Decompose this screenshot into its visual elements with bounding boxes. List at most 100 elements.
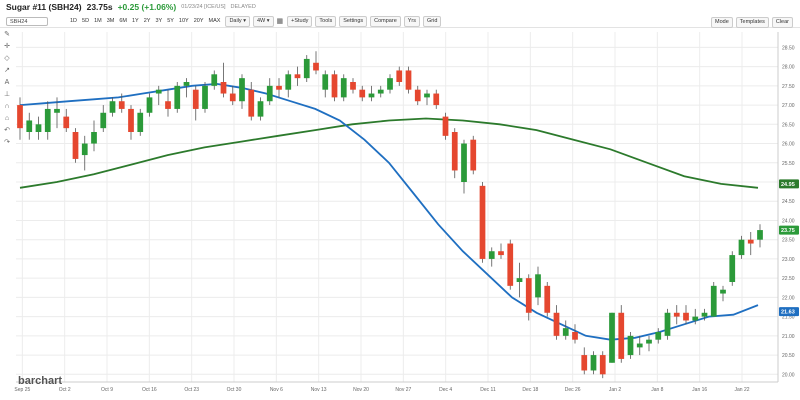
candle-body xyxy=(322,74,329,90)
tf-5y[interactable]: 5Y xyxy=(167,18,174,24)
candle-body xyxy=(109,101,116,113)
candle-body xyxy=(63,116,70,129)
arrow-icon[interactable]: ↗ xyxy=(4,67,10,74)
candle-body xyxy=(387,78,393,90)
y-tick-label: 26.50 xyxy=(782,122,795,128)
candle-body xyxy=(618,312,625,359)
ma-short-line xyxy=(19,82,759,341)
x-tick-label: Dec 26 xyxy=(565,387,581,393)
candle-body xyxy=(590,355,597,371)
quote-meta: 01/23/24 [ICE/US] xyxy=(181,4,226,10)
candle-body xyxy=(627,335,634,356)
candle-body xyxy=(562,328,569,336)
candle-body xyxy=(535,274,541,298)
candle-body xyxy=(155,89,162,94)
mode-button[interactable]: Mode xyxy=(711,17,733,28)
last-value-badge xyxy=(779,225,799,235)
y-tick-label: 23.00 xyxy=(782,257,795,263)
candle-body xyxy=(146,97,153,113)
candle-body xyxy=(128,108,134,132)
tf-6m[interactable]: 6M xyxy=(119,18,127,24)
candle-body xyxy=(424,93,430,98)
ma-long-line xyxy=(19,117,759,189)
bar-type-label: 4W xyxy=(256,17,266,24)
tf-3y[interactable]: 3Y xyxy=(155,18,163,24)
chart-symbol-title: Sugar #11 (SBH24) xyxy=(6,2,82,12)
candle-body xyxy=(396,70,403,82)
y-tick-label: 28.00 xyxy=(782,65,795,71)
candle-body xyxy=(81,143,88,156)
x-tick-label: Nov 6 xyxy=(270,387,283,393)
x-tick-label: Oct 2 xyxy=(59,387,71,393)
candle-body xyxy=(414,89,421,102)
text-icon[interactable]: A xyxy=(4,79,10,86)
candle-body xyxy=(26,120,33,132)
candle-body xyxy=(368,93,375,98)
candle-body xyxy=(276,85,282,90)
candle-body xyxy=(303,58,310,79)
candle-body xyxy=(174,85,181,109)
candle-body xyxy=(220,82,227,94)
shapes-icon[interactable]: ◇ xyxy=(4,55,10,62)
candle-body xyxy=(553,312,560,336)
x-tick-label: Nov 27 xyxy=(395,387,411,393)
tf-max[interactable]: MAX xyxy=(208,18,221,24)
candle-body xyxy=(183,82,190,86)
candle-body xyxy=(701,312,708,317)
candle-body xyxy=(350,82,356,90)
settings-button[interactable]: Settings xyxy=(339,15,368,27)
tf-3m[interactable]: 3M xyxy=(106,18,115,24)
crosshair-icon[interactable]: ✛ xyxy=(4,43,10,50)
candle-body xyxy=(581,355,588,371)
x-tick-label: Oct 30 xyxy=(227,387,242,393)
candle-body xyxy=(738,239,745,256)
tf-2y[interactable]: 2Y xyxy=(143,18,151,24)
candle-body xyxy=(692,316,699,321)
candle-body xyxy=(266,85,273,102)
x-tick-label: Dec 18 xyxy=(522,387,538,393)
candle-body xyxy=(248,89,255,117)
chart-header: Sugar #11 (SBH24) 23.75s +0.25 (+1.06%) … xyxy=(0,0,800,14)
bar-type-select[interactable]: 4W ▾ xyxy=(252,15,274,27)
measure-icon[interactable]: ⊥ xyxy=(3,91,11,98)
candle-body xyxy=(72,132,79,159)
y-tick-label: 27.50 xyxy=(782,84,795,90)
tf-5d[interactable]: 5D xyxy=(82,18,90,24)
clear-button[interactable]: Clear xyxy=(771,17,793,28)
yrs-button[interactable]: Yrs xyxy=(403,15,421,27)
symbol-input[interactable]: SBH24 xyxy=(6,16,48,26)
redo-icon[interactable]: ↷ xyxy=(4,139,10,146)
lock-icon[interactable]: ⌂ xyxy=(4,115,10,122)
candle-body xyxy=(239,78,245,102)
candle-body xyxy=(720,289,726,294)
last-value-badge xyxy=(779,307,799,317)
candle-body xyxy=(211,74,218,86)
tools-button[interactable]: Tools xyxy=(315,15,337,27)
candle-body xyxy=(525,278,532,313)
magnet-icon[interactable]: ∩ xyxy=(4,103,10,110)
tf-10y[interactable]: 10Y xyxy=(178,18,189,24)
candle-body xyxy=(137,112,144,132)
candle-body xyxy=(294,74,301,79)
calendar-icon[interactable]: ▦ xyxy=(276,18,284,25)
templates-button[interactable]: Templates xyxy=(735,17,769,28)
y-tick-label: 22.50 xyxy=(782,276,795,282)
period-select[interactable]: Daily ▾ xyxy=(225,15,250,27)
study-button[interactable]: +Study xyxy=(287,15,313,27)
compare-button[interactable]: Compare xyxy=(370,15,401,27)
price-chart[interactable]: 20.00 20.50 21.00 21.50 22.00 22.50 23.00 23.50… xyxy=(0,30,800,400)
candle-body xyxy=(257,101,264,117)
tf-1m[interactable]: 1M xyxy=(94,18,102,24)
tf-1d[interactable]: 1D xyxy=(70,18,78,24)
x-tick-label: Nov 20 xyxy=(353,387,369,393)
pencil-icon[interactable]: ✎ xyxy=(4,31,10,38)
drawing-tools-sidebar: ✎ ✛ ◇ ↗ A ⊥ ∩ ⌂ ↶ ↷ xyxy=(0,30,14,150)
undo-icon[interactable]: ↶ xyxy=(4,127,10,134)
tf-20y[interactable]: 20Y xyxy=(193,18,204,24)
candle-body xyxy=(405,70,412,90)
grid-button[interactable]: Grid xyxy=(423,15,442,27)
tf-1y[interactable]: 1Y xyxy=(131,18,139,24)
candle-body xyxy=(544,285,551,313)
candle-body xyxy=(313,62,319,71)
y-tick-label: 20.50 xyxy=(782,353,795,359)
